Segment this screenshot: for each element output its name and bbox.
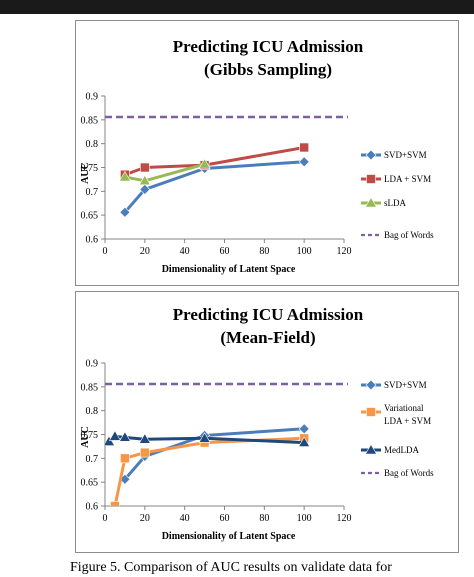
data-point-triangle xyxy=(108,430,121,441)
legend-item-lda-svm: LDA + SVM xyxy=(361,174,431,184)
legend-label: sLDA xyxy=(384,198,406,208)
chart-title: Predicting ICU Admission xyxy=(173,37,364,56)
x-tick-label: 80 xyxy=(259,246,269,257)
chart-title: Predicting ICU Admission xyxy=(173,305,364,324)
y-tick-label: 0.85 xyxy=(81,115,99,126)
y-tick-label: 0.75 xyxy=(81,163,99,174)
x-tick-label: 100 xyxy=(297,246,312,257)
data-point-square xyxy=(140,447,150,458)
y-tick-label: 0.65 xyxy=(81,478,99,489)
y-tick-label: 0.85 xyxy=(81,382,99,393)
y-tick-label: 0.9 xyxy=(86,92,99,103)
series-lda-svm xyxy=(120,142,309,180)
y-tick-label: 0.8 xyxy=(86,139,99,150)
data-point-triangle xyxy=(198,158,211,169)
legend-item-svd-svm: SVD+SVM xyxy=(361,149,427,161)
y-tick-label: 0.8 xyxy=(86,406,99,417)
data-point-diamond xyxy=(298,156,310,168)
data-point-square xyxy=(140,162,150,173)
x-tick-label: 100 xyxy=(297,513,312,524)
y-axis-label: AUC xyxy=(80,162,91,184)
x-tick-label: 60 xyxy=(220,513,230,524)
y-tick-label: 0.6 xyxy=(86,235,99,246)
chart-gibbs: Predicting ICU Admission (Gibbs Sampling)… xyxy=(80,37,434,275)
x-tick-label: 20 xyxy=(140,246,150,257)
chart-subtitle: (Mean-Field) xyxy=(220,328,315,347)
legend-marker xyxy=(366,174,376,184)
x-tick-label: 120 xyxy=(337,246,352,257)
series-slda xyxy=(118,158,211,186)
legend-label: Bag of Words xyxy=(384,230,434,240)
series-medlda xyxy=(105,430,311,447)
x-tick-label: 20 xyxy=(140,513,150,524)
data-point-square xyxy=(120,453,130,464)
x-tick-label: 80 xyxy=(259,513,269,524)
chart-mean-field: Predicting ICU Admission (Mean-Field) 0.6 0… xyxy=(80,305,434,542)
data-point-triangle xyxy=(118,170,131,182)
data-point-triangle xyxy=(138,174,151,186)
legend-marker xyxy=(364,196,378,208)
legend-label: Variational LDA + SVM xyxy=(384,403,431,426)
figure-caption: Figure 5. Comparison of AUC results on v… xyxy=(70,560,392,575)
series-variational-lda-svm xyxy=(110,433,309,506)
legend-label: SVD+SVM xyxy=(384,150,427,160)
x-tick-label: 40 xyxy=(180,246,190,257)
legend-label: Bag of Words xyxy=(384,468,434,478)
x-tick-label: 40 xyxy=(180,513,190,524)
data-point-triangle xyxy=(105,435,116,446)
legend-label: LDA + SVM xyxy=(384,174,431,184)
series-line xyxy=(123,160,305,214)
x-tick-label: 0 xyxy=(103,513,108,524)
legend-label: SVD+SVM xyxy=(384,380,427,390)
series-line xyxy=(123,427,305,481)
x-axis-label: Dimensionality of Latent Space xyxy=(162,264,296,275)
y-tick-label: 0.7 xyxy=(86,454,99,465)
data-point-diamond xyxy=(298,423,310,435)
legend-marker xyxy=(365,149,377,161)
data-point-diamond xyxy=(139,184,151,195)
y-tick-label: 0.7 xyxy=(86,187,99,198)
legend-marker xyxy=(366,407,376,417)
legend-marker xyxy=(364,443,378,455)
data-point-square xyxy=(110,501,120,506)
legend-item-svd-svm: SVD+SVM xyxy=(361,379,427,391)
x-tick-label: 0 xyxy=(103,246,108,257)
series-line xyxy=(124,146,305,177)
y-tick-label: 0.6 xyxy=(86,502,99,513)
data-point-triangle xyxy=(198,432,211,443)
legend-item-bag-of-words: Bag of Words xyxy=(361,230,434,240)
data-point-square xyxy=(299,142,309,153)
y-tick-label: 0.9 xyxy=(86,359,99,370)
legend-item-variational-lda-svm: Variational LDA + SVM xyxy=(361,403,431,426)
chart-subtitle: (Gibbs Sampling) xyxy=(204,60,332,79)
legend-marker xyxy=(365,379,377,391)
data-point-triangle xyxy=(118,431,131,442)
data-point-triangle xyxy=(298,436,311,447)
x-tick-label: 60 xyxy=(220,246,230,257)
legend-item-medlda: MedLDA xyxy=(361,443,419,455)
chart-panel-mean-field: Predicting ICU Admission (Mean-Field) 0.6 0… xyxy=(75,291,459,553)
legend-label: MedLDA xyxy=(384,445,419,455)
y-tick-label: 0.65 xyxy=(81,211,99,222)
data-point-triangle xyxy=(138,433,151,444)
legend-item-bag-of-words: Bag of Words xyxy=(361,468,434,478)
legend-item-slda: sLDA xyxy=(361,196,406,208)
data-point-diamond xyxy=(119,206,131,218)
x-axis-label: Dimensionality of Latent Space xyxy=(162,531,296,542)
x-tick-label: 120 xyxy=(337,513,352,524)
top-image-border xyxy=(0,0,474,14)
chart-panel-gibbs: Predicting ICU Admission (Gibbs Sampling)… xyxy=(75,20,459,286)
y-tick-label: 0.75 xyxy=(81,430,99,441)
y-axis-label: AUC xyxy=(80,426,91,448)
